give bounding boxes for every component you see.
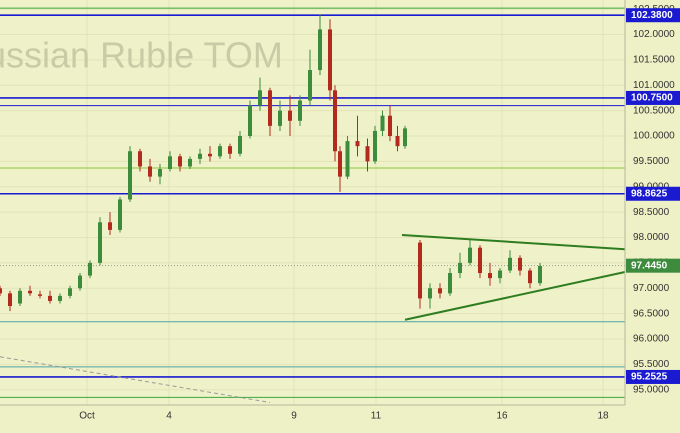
candle-body [8, 293, 12, 307]
y-tick-label: 98.0000 [633, 232, 670, 243]
candle-body [58, 295, 62, 301]
candle-body [298, 100, 302, 121]
candle-body [428, 288, 432, 299]
candle-body [238, 136, 242, 154]
candle-body [88, 262, 92, 276]
y-tick-label: 101.5000 [633, 55, 675, 66]
price-label: 97.4450 [631, 260, 668, 271]
candle-body [288, 110, 292, 121]
candle-body [248, 105, 252, 137]
grid [0, 0, 625, 405]
trendline [401, 233, 626, 251]
candle-body [345, 141, 350, 177]
trendlines [0, 233, 626, 403]
levels [0, 7, 625, 398]
candle-body [373, 130, 377, 162]
candle-body [0, 288, 2, 294]
price-label-box [626, 258, 680, 273]
candle-body [438, 288, 442, 294]
candle-body [458, 262, 462, 274]
candle-body [365, 146, 370, 162]
y-tick-label: 95.0000 [633, 384, 670, 395]
candle-body [308, 70, 312, 101]
y-tick-label: 100.0000 [633, 131, 675, 142]
axes: 95.000095.500096.000096.500097.000097.50… [79, 4, 680, 422]
x-tick-label: 18 [597, 411, 609, 422]
candle-body [498, 270, 502, 279]
y-tick-label: 96.5000 [633, 308, 670, 319]
candle-body [468, 247, 472, 263]
y-tick-label: 96.0000 [633, 334, 670, 345]
candle-body [18, 290, 22, 304]
candle-body [333, 90, 337, 152]
candle-body [355, 141, 360, 147]
x-tick-label: 16 [496, 411, 508, 422]
candle-body [518, 257, 522, 271]
candle-body [28, 290, 32, 294]
candle-body [418, 242, 422, 299]
candle-body [328, 29, 332, 91]
candle-body [278, 110, 282, 126]
y-tick-label: 99.5000 [633, 156, 670, 167]
y-tick-label: 100.5000 [633, 105, 675, 116]
x-tick-label: 4 [166, 411, 172, 422]
candle-body [528, 270, 532, 284]
y-tick-label: 102.0000 [633, 29, 675, 40]
trendline [0, 356, 271, 403]
candle-body [98, 222, 102, 263]
candle-body [380, 115, 385, 131]
candle-body [108, 222, 112, 230]
candle-body [508, 257, 512, 271]
x-tick-label: 9 [291, 411, 297, 422]
price-label: 102.3800 [631, 10, 673, 21]
watermark: Russian Ruble TOM [0, 35, 283, 76]
candle-body [258, 90, 262, 106]
candle-body [118, 199, 122, 230]
x-tick-label: Oct [79, 411, 95, 422]
trendline [404, 271, 626, 321]
candle-body [318, 29, 322, 71]
price-label: 95.2525 [631, 372, 668, 383]
y-tick-label: 101.0000 [633, 80, 675, 91]
candle-body [48, 295, 52, 301]
candle-body [228, 146, 232, 154]
candle-body [338, 151, 342, 177]
candle-body [128, 151, 132, 200]
y-tick-label: 97.0000 [633, 283, 670, 294]
candle-body [538, 265, 542, 284]
y-axis-area [625, 0, 680, 428]
candle-body [488, 273, 492, 279]
x-tick-label: 11 [371, 411, 382, 422]
candle-body [403, 128, 407, 147]
candle-body [395, 136, 400, 147]
candle-body [168, 156, 172, 170]
candle-body [208, 153, 212, 157]
price-label-box [626, 8, 680, 23]
candle-body [158, 169, 162, 177]
y-tick-label: 95.5000 [633, 359, 670, 370]
candle-body [198, 153, 202, 159]
candle-body [178, 156, 182, 167]
candle-body [148, 166, 152, 177]
y-tick-label: 98.5000 [633, 207, 670, 218]
candle-body [188, 158, 192, 167]
price-label-box [626, 90, 680, 105]
candle-body [68, 288, 72, 296]
price-label: 100.7500 [631, 93, 673, 104]
candle-body [268, 90, 272, 126]
price-label-box [626, 369, 680, 384]
plot-area [0, 0, 625, 405]
candle-body [78, 275, 82, 289]
candle-body [478, 247, 482, 274]
candle-body [38, 294, 42, 296]
candle-body [218, 146, 222, 157]
candles [0, 14, 542, 312]
candle-body [448, 273, 452, 294]
candle-body [138, 151, 142, 167]
candle-body [388, 115, 392, 137]
price-label: 98.8625 [631, 188, 668, 199]
price-label-box [626, 186, 680, 201]
